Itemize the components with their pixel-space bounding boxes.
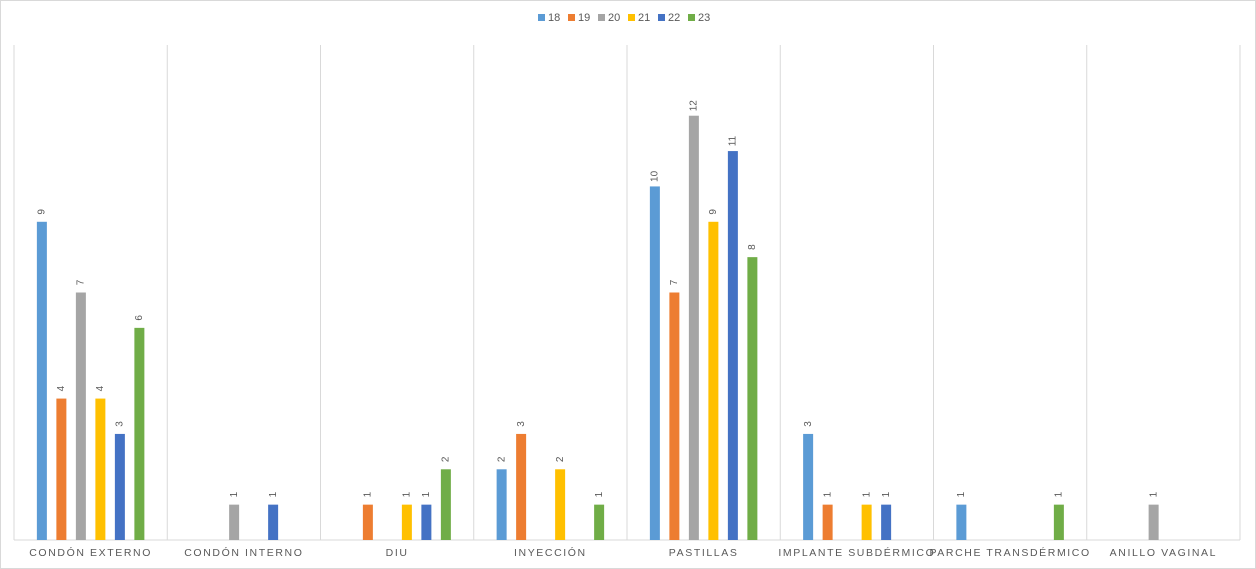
legend-swatch (538, 14, 545, 21)
legend-label: 22 (668, 12, 680, 24)
data-label: 8 (747, 244, 758, 250)
legend-swatch (688, 14, 695, 21)
x-tick-label: INYECCIÓN (514, 546, 587, 559)
bar (822, 504, 833, 540)
data-label: 2 (496, 456, 507, 462)
bar (803, 433, 814, 540)
data-label: 1 (861, 491, 872, 497)
legend-swatch (628, 14, 635, 21)
data-label: 1 (956, 491, 967, 497)
data-label: 9 (708, 209, 719, 215)
data-label: 1 (822, 491, 833, 497)
data-label: 4 (95, 385, 106, 391)
bar (1148, 504, 1159, 540)
data-label: 3 (516, 421, 527, 427)
bar (421, 504, 432, 540)
bar (56, 398, 67, 540)
data-label: 1 (268, 491, 279, 497)
bar (594, 504, 605, 540)
x-tick-label: CONDÓN INTERNO (184, 546, 303, 559)
x-tick-label: ANILLO VAGINAL (1110, 547, 1217, 559)
data-label: 6 (134, 315, 145, 321)
bar (516, 433, 527, 540)
data-label: 2 (441, 456, 452, 462)
x-tick-label: PARCHE TRANSDÉRMICO (929, 546, 1090, 559)
bar (881, 504, 892, 540)
data-label: 1 (1148, 491, 1159, 497)
data-label: 11 (728, 135, 739, 146)
data-label: 12 (689, 100, 700, 112)
bar (1053, 504, 1064, 540)
legend-swatch (568, 14, 575, 21)
x-tick-label: IMPLANTE SUBDÉRMICO (778, 546, 935, 559)
x-tick-label: PASTILLAS (669, 547, 739, 559)
bar (134, 327, 145, 540)
bar (496, 469, 507, 540)
bar (747, 257, 758, 540)
bar (229, 504, 240, 540)
data-label: 1 (1054, 491, 1065, 497)
bar (727, 151, 738, 541)
data-label: 3 (803, 421, 814, 427)
bar (555, 469, 566, 540)
bar (268, 504, 279, 540)
data-label: 10 (650, 170, 661, 182)
legend-label: 23 (698, 12, 710, 24)
bar (669, 292, 680, 540)
bar (95, 398, 106, 540)
bar (649, 186, 660, 540)
data-label: 1 (421, 491, 432, 497)
bar (114, 433, 125, 540)
data-label: 1 (363, 491, 374, 497)
bar (688, 115, 699, 540)
data-label: 4 (56, 385, 67, 391)
bar (36, 221, 47, 541)
legend-swatch (598, 14, 605, 21)
x-tick-label: CONDÓN EXTERNO (29, 546, 152, 559)
data-label: 7 (669, 279, 680, 285)
data-label: 1 (594, 491, 605, 497)
legend-label: 20 (608, 12, 620, 24)
legend-swatch (658, 14, 665, 21)
legend-label: 18 (548, 12, 560, 24)
data-label: 9 (37, 209, 48, 215)
bar (861, 504, 872, 540)
bar (362, 504, 373, 540)
bar (440, 469, 451, 540)
x-tick-label: DIU (386, 547, 409, 559)
data-label: 1 (402, 491, 413, 497)
bar (708, 221, 719, 541)
data-label: 7 (76, 279, 87, 285)
bar (75, 292, 86, 540)
data-label: 2 (555, 456, 566, 462)
data-label: 3 (115, 421, 126, 427)
data-label: 1 (881, 491, 892, 497)
legend-label: 21 (638, 12, 650, 24)
bar (956, 504, 967, 540)
bar (401, 504, 412, 540)
legend-label: 19 (578, 12, 590, 24)
data-label: 1 (229, 491, 240, 497)
